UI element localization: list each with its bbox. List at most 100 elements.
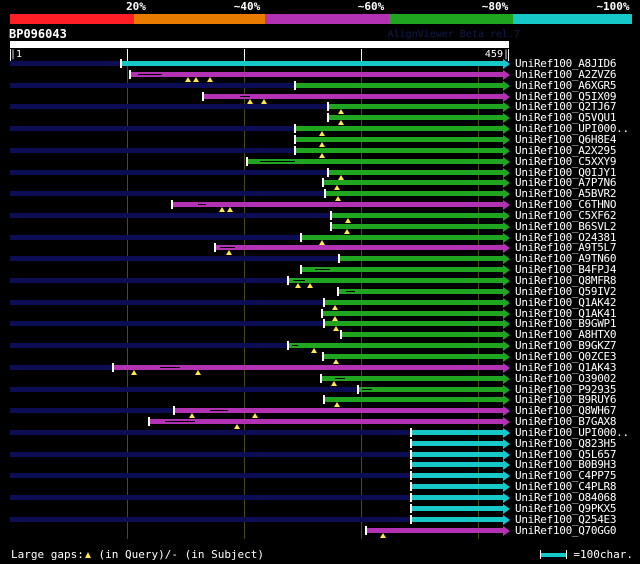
alignment-row[interactable] xyxy=(10,449,510,462)
alignment-bar[interactable] xyxy=(410,516,503,522)
hit-label[interactable]: UniRef100_O39002 xyxy=(515,371,617,385)
alignment-row[interactable] xyxy=(10,319,510,332)
alignment-row[interactable] xyxy=(10,80,510,93)
hit-label[interactable]: UniRef100_P92935 xyxy=(515,382,617,396)
alignment-row[interactable] xyxy=(10,308,510,321)
alignment-bar[interactable] xyxy=(410,473,503,479)
alignment-bar[interactable] xyxy=(320,375,503,381)
alignment-bar[interactable] xyxy=(120,61,503,66)
alignment-row[interactable] xyxy=(10,221,510,234)
alignment-bar[interactable] xyxy=(171,202,503,208)
alignment-bar[interactable] xyxy=(410,484,503,490)
alignment-bar[interactable] xyxy=(410,440,503,446)
alignment-row[interactable] xyxy=(10,91,510,104)
alignment-bar[interactable] xyxy=(202,93,503,99)
hit-label[interactable]: UniRef100_A5BVR2 xyxy=(515,187,617,201)
hit-label[interactable]: UniRef100_C4PLR8 xyxy=(515,480,617,494)
hit-label[interactable]: UniRef100_A8HTX0 xyxy=(515,328,617,342)
alignment-bar[interactable] xyxy=(340,332,503,338)
hit-label[interactable]: UniRef100_B9RUY6 xyxy=(515,393,617,407)
alignment-row[interactable] xyxy=(10,525,510,538)
hit-label[interactable]: UniRef100_Q0ZCE3 xyxy=(515,349,617,363)
alignment-row[interactable] xyxy=(10,178,510,191)
alignment-row[interactable] xyxy=(10,276,510,288)
hit-label[interactable]: UniRef100_O84068 xyxy=(515,491,617,504)
alignment-bar[interactable] xyxy=(337,288,503,294)
alignment-row[interactable] xyxy=(10,265,510,277)
alignment-bar[interactable] xyxy=(338,256,503,262)
alignment-bar[interactable] xyxy=(287,343,503,349)
alignment-row[interactable] xyxy=(10,286,510,299)
alignment-row[interactable] xyxy=(10,503,510,516)
hit-label[interactable]: UniRef100_Q0IJY1 xyxy=(515,165,617,179)
alignment-row[interactable] xyxy=(10,167,510,180)
hit-label[interactable]: UniRef100_C4PP75 xyxy=(515,469,617,483)
hit-label[interactable]: UniRef100_A9TN60 xyxy=(515,252,617,266)
alignment-bar[interactable] xyxy=(112,364,503,370)
hit-label[interactable]: UniRef100_UPI000.. xyxy=(515,425,629,439)
hit-label[interactable]: UniRef100_A9T5L7 xyxy=(515,241,617,255)
alignment-bar[interactable] xyxy=(327,115,503,121)
alignment-row[interactable] xyxy=(10,69,510,82)
hit-label[interactable]: UniRef100_Q254E3 xyxy=(515,512,617,526)
hit-label[interactable]: UniRef100_B9GWP1 xyxy=(515,317,617,331)
alignment-bar[interactable] xyxy=(357,386,503,392)
alignment-bar[interactable] xyxy=(294,147,503,153)
alignment-row[interactable] xyxy=(10,384,510,397)
hit-label[interactable]: UniRef100_Q9PKX5 xyxy=(515,501,617,515)
alignment-row[interactable] xyxy=(10,427,510,440)
hit-label[interactable]: UniRef100_Q2TJ67 xyxy=(515,100,617,114)
alignment-bar[interactable] xyxy=(323,321,503,327)
alignment-bar[interactable] xyxy=(324,191,503,197)
alignment-row[interactable] xyxy=(10,297,510,310)
alignment-bar[interactable] xyxy=(327,104,503,110)
alignment-row[interactable] xyxy=(10,189,510,202)
alignment-row[interactable] xyxy=(10,232,510,245)
alignment-bar[interactable] xyxy=(365,527,503,533)
hit-label[interactable]: UniRef100_B6SVL2 xyxy=(515,219,617,233)
hit-label[interactable]: UniRef100_Q1AK43 xyxy=(515,360,617,374)
alignment-row[interactable] xyxy=(10,200,510,213)
hit-label[interactable]: UniRef100_Q6H8E4 xyxy=(515,132,617,146)
alignment-row[interactable] xyxy=(10,124,510,137)
alignment-row[interactable] xyxy=(10,514,510,527)
hit-label[interactable]: UniRef100_B4FPJ4 xyxy=(515,263,617,277)
hit-label[interactable]: UniRef100_Q823H5 xyxy=(515,436,617,450)
hit-label[interactable]: UniRef100_O24381 xyxy=(515,230,617,244)
alignment-bar[interactable] xyxy=(322,353,503,359)
alignment-row[interactable] xyxy=(10,254,510,266)
hit-label[interactable]: UniRef100_A2ZVZ6 xyxy=(515,67,617,81)
alignment-bar[interactable] xyxy=(410,495,503,500)
alignment-row[interactable] xyxy=(10,102,510,115)
alignment-bar[interactable] xyxy=(294,126,503,132)
alignment-bar[interactable] xyxy=(173,408,503,414)
alignment-bar[interactable] xyxy=(214,245,503,251)
alignment-bar[interactable] xyxy=(129,71,503,77)
alignment-bar[interactable] xyxy=(410,462,503,468)
hit-label[interactable]: UniRef100_Q1AK41 xyxy=(515,306,617,320)
alignment-bar[interactable] xyxy=(410,451,503,457)
alignment-bar[interactable] xyxy=(327,169,503,175)
alignment-row[interactable] xyxy=(10,156,510,169)
alignment-row[interactable] xyxy=(10,134,510,147)
hit-label[interactable]: UniRef100_Q8WH67 xyxy=(515,404,617,418)
hit-label[interactable]: UniRef100_A7P7N6 xyxy=(515,176,617,190)
alignment-bar[interactable] xyxy=(287,278,503,283)
hit-label[interactable]: UniRef100_Q1AK42 xyxy=(515,295,617,309)
hit-label[interactable]: UniRef100_B9GKZ7 xyxy=(515,339,617,353)
hit-label[interactable]: UniRef100_B0B9H3 xyxy=(515,458,617,472)
alignment-bar[interactable] xyxy=(330,223,503,229)
hit-label[interactable]: UniRef100_Q5L657 xyxy=(515,447,617,461)
hit-label[interactable]: UniRef100_UPI000.. xyxy=(515,122,629,136)
hit-label[interactable]: UniRef100_A8JID6 xyxy=(515,57,617,70)
hit-label[interactable]: UniRef100_C5XF62 xyxy=(515,208,617,222)
alignment-bar[interactable] xyxy=(410,505,503,511)
hit-label[interactable]: UniRef100_Q8MFR8 xyxy=(515,274,617,287)
hit-label[interactable]: UniRef100_Q5IX09 xyxy=(515,89,617,103)
alignment-row[interactable] xyxy=(10,210,510,223)
alignment-bar[interactable] xyxy=(294,82,503,88)
alignment-row[interactable] xyxy=(10,341,510,354)
hit-label[interactable]: UniRef100_B7GAX8 xyxy=(515,415,617,429)
hit-label[interactable]: UniRef100_Q59IV2 xyxy=(515,284,617,298)
alignment-row[interactable] xyxy=(10,330,510,342)
